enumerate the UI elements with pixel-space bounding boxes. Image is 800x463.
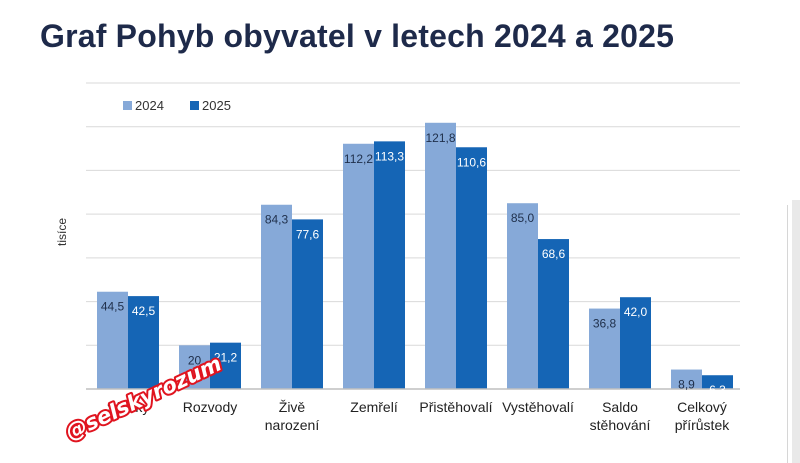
bar-2025-4 <box>456 147 487 389</box>
legend-label-2024: 2024 <box>135 98 164 113</box>
page-edge-line <box>787 205 788 463</box>
category-label-3: Zemřelí <box>350 399 398 415</box>
bar-2025-5 <box>538 239 569 389</box>
value-label-2024-1: 20 <box>188 353 202 367</box>
value-label-2025-7: 6,3 <box>709 383 726 397</box>
bar-2025-1 <box>210 342 241 389</box>
value-label-2025-5: 68,6 <box>542 247 566 261</box>
value-labels: 44,5 20 84,3 112,2 121,8 85,0 36,8 8,9 42,5 21,2 7… <box>101 131 726 397</box>
bar-2024-7 <box>671 369 702 389</box>
y-axis-label: tisíce <box>55 218 69 246</box>
legend: 2024 2025 <box>123 98 231 113</box>
bar-2025-6 <box>620 297 651 389</box>
bar-2025-3 <box>374 141 405 389</box>
bars <box>97 122 733 389</box>
legend-label-2025: 2025 <box>202 98 231 113</box>
category-label-5: Vystěhovalí <box>502 399 574 415</box>
value-label-2025-6: 42,0 <box>624 305 648 319</box>
value-label-2025-1: 21,2 <box>214 351 238 365</box>
bar-2024-1 <box>179 345 210 389</box>
value-label-2024-6: 36,8 <box>593 317 617 331</box>
bar-2024-3 <box>343 143 374 389</box>
bar-2024-4 <box>425 122 456 389</box>
category-label-7: Celkový přírůstek <box>675 399 730 433</box>
value-label-2024-5: 85,0 <box>511 211 535 225</box>
bar-2025-2 <box>292 219 323 389</box>
category-labels: Sňatky Rozvody Živě narození Zemřelí Přistěho… <box>107 399 731 433</box>
bar-2024-2 <box>261 204 292 389</box>
bar-2024-5 <box>507 203 538 389</box>
value-label-2025-3: 113,3 <box>375 149 404 163</box>
category-label-0: Sňatky <box>107 399 150 415</box>
bar-2025-0 <box>128 296 159 389</box>
bar-2025-7 <box>702 375 733 389</box>
page-edge-shadow <box>792 200 800 463</box>
value-label-2024-3: 112,2 <box>344 152 373 166</box>
category-label-6: Saldo stěhování <box>590 399 651 433</box>
category-label-4: Přistěhovalí <box>419 399 492 415</box>
value-label-2024-0: 44,5 <box>101 300 125 314</box>
bar-2024-6 <box>589 308 620 389</box>
bar-2024-0 <box>97 291 128 389</box>
legend-swatch-2024 <box>123 101 132 110</box>
value-label-2025-0: 42,5 <box>132 304 156 318</box>
category-label-2: Živě narození <box>265 399 320 433</box>
value-label-2025-4: 110,6 <box>457 155 486 169</box>
value-label-2024-4: 121,8 <box>425 131 455 145</box>
value-label-2024-2: 84,3 <box>265 213 289 227</box>
category-label-1: Rozvody <box>183 399 237 415</box>
chart-title: Graf Pohyb obyvatel v letech 2024 a 2025 <box>40 18 675 54</box>
legend-swatch-2025 <box>190 101 199 110</box>
value-label-2025-2: 77,6 <box>296 227 320 241</box>
value-label-2024-7: 8,9 <box>678 378 695 392</box>
